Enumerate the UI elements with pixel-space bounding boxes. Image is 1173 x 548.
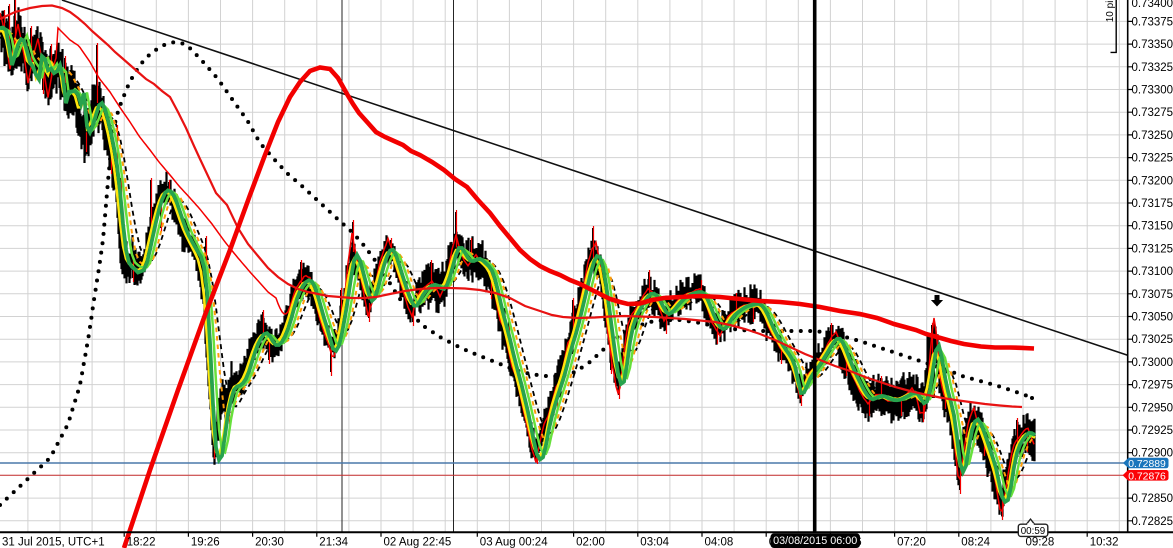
svg-text:03 Aug 00:24: 03 Aug 00:24 xyxy=(480,537,548,548)
svg-text:0.73050: 0.73050 xyxy=(1132,312,1173,324)
svg-text:0.73175: 0.73175 xyxy=(1132,198,1173,210)
svg-text:0.73200: 0.73200 xyxy=(1132,175,1173,187)
svg-text:03/08/2015 06:00: 03/08/2015 06:00 xyxy=(773,535,857,547)
svg-text:04:08: 04:08 xyxy=(705,537,734,548)
svg-text:0.73325: 0.73325 xyxy=(1132,62,1173,74)
svg-text:0.73025: 0.73025 xyxy=(1132,334,1173,346)
svg-text:03:04: 03:04 xyxy=(640,537,669,548)
svg-text:0.72950: 0.72950 xyxy=(1132,402,1173,414)
svg-text:0.73125: 0.73125 xyxy=(1132,243,1173,255)
svg-text:02:00: 02:00 xyxy=(576,537,605,548)
svg-text:0.72900: 0.72900 xyxy=(1132,448,1173,460)
svg-text:0.72876: 0.72876 xyxy=(1128,471,1166,482)
svg-text:07:20: 07:20 xyxy=(897,537,926,548)
svg-text:0.73250: 0.73250 xyxy=(1132,130,1173,142)
svg-text:0.72825: 0.72825 xyxy=(1132,516,1173,528)
svg-text:0.72850: 0.72850 xyxy=(1132,493,1173,505)
svg-text:0.73100: 0.73100 xyxy=(1132,266,1173,278)
svg-text:31 Jul 2015, UTC+1: 31 Jul 2015, UTC+1 xyxy=(2,537,105,548)
svg-text:19:26: 19:26 xyxy=(191,537,220,548)
svg-text:09:28: 09:28 xyxy=(1026,537,1055,548)
svg-text:10:32: 10:32 xyxy=(1090,537,1119,548)
svg-text:10 pip: 10 pip xyxy=(1105,0,1116,22)
svg-text:08:24: 08:24 xyxy=(961,537,990,548)
svg-text:20:30: 20:30 xyxy=(255,537,284,548)
svg-text:0.73275: 0.73275 xyxy=(1132,107,1173,119)
svg-text:0.73400: 0.73400 xyxy=(1132,0,1173,10)
svg-text:0.73350: 0.73350 xyxy=(1132,39,1173,51)
svg-text:0.72925: 0.72925 xyxy=(1132,425,1173,437)
svg-text:0.73300: 0.73300 xyxy=(1132,85,1173,97)
svg-text:0.73225: 0.73225 xyxy=(1132,153,1173,165)
svg-text:02 Aug 22:45: 02 Aug 22:45 xyxy=(384,537,452,548)
svg-text:0.72889: 0.72889 xyxy=(1128,459,1166,470)
svg-text:00:59: 00:59 xyxy=(1021,526,1046,537)
svg-text:0.73075: 0.73075 xyxy=(1132,289,1173,301)
svg-text:0.72975: 0.72975 xyxy=(1132,380,1173,392)
svg-text:21:34: 21:34 xyxy=(319,537,348,548)
svg-text:0.73000: 0.73000 xyxy=(1132,357,1173,369)
svg-text:0.73375: 0.73375 xyxy=(1132,16,1173,28)
svg-text:18:22: 18:22 xyxy=(127,537,156,548)
svg-text:0.73150: 0.73150 xyxy=(1132,221,1173,233)
